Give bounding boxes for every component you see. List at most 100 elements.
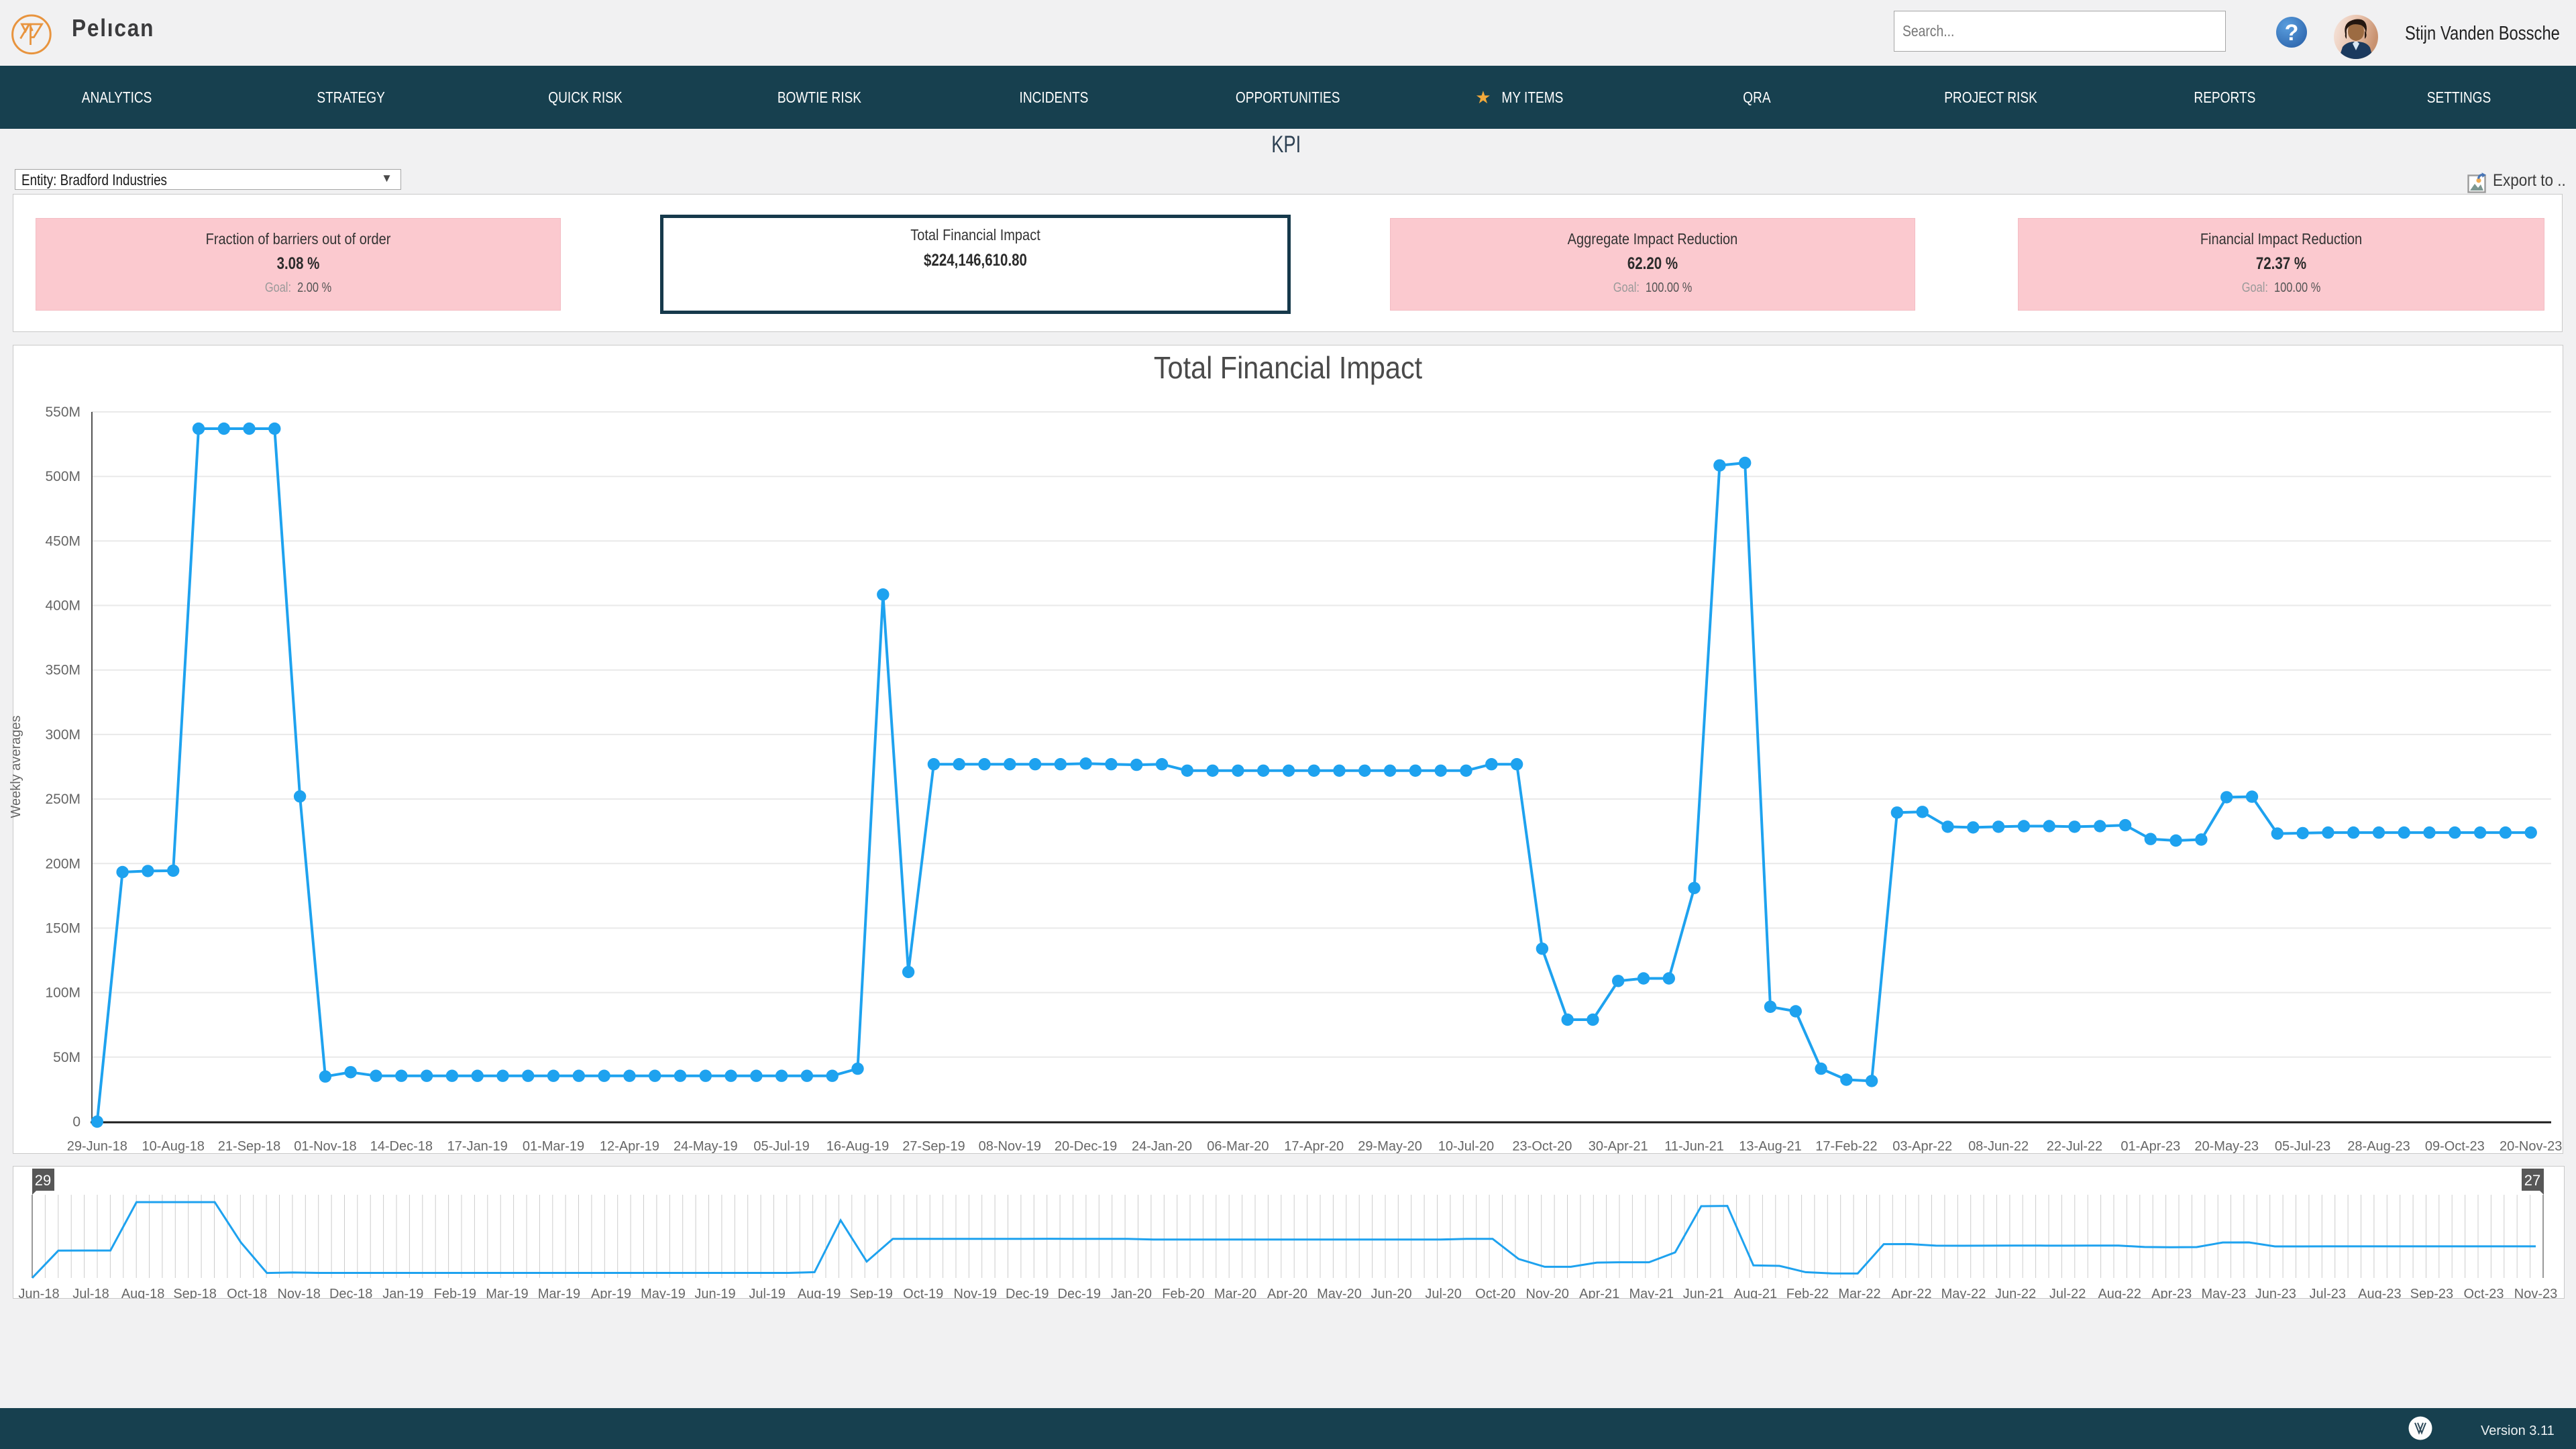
svg-text:27: 27 [2524, 1172, 2540, 1189]
svg-text:Mar-19: Mar-19 [486, 1287, 528, 1299]
svg-text:Dec-19: Dec-19 [1058, 1287, 1101, 1299]
svg-text:29-May-20: 29-May-20 [1358, 1139, 1422, 1154]
svg-text:Nov-23: Nov-23 [2514, 1287, 2557, 1299]
svg-text:Dec-19: Dec-19 [1006, 1287, 1049, 1299]
svg-text:Apr-19: Apr-19 [591, 1287, 631, 1299]
svg-text:01-Apr-23: 01-Apr-23 [2121, 1139, 2180, 1154]
svg-text:Nov-18: Nov-18 [277, 1287, 320, 1299]
svg-text:500M: 500M [45, 469, 80, 484]
svg-text:01-Nov-18: 01-Nov-18 [294, 1139, 356, 1154]
svg-text:24-Jan-20: 24-Jan-20 [1132, 1139, 1192, 1154]
svg-text:May-19: May-19 [641, 1287, 686, 1299]
svg-text:21-Sep-18: 21-Sep-18 [218, 1139, 280, 1154]
svg-text:01-Mar-19: 01-Mar-19 [523, 1139, 584, 1154]
svg-text:Aug-23: Aug-23 [2358, 1287, 2402, 1299]
svg-text:14-Dec-18: 14-Dec-18 [370, 1139, 433, 1154]
svg-text:Apr-20: Apr-20 [1267, 1287, 1307, 1299]
svg-text:Nov-19: Nov-19 [954, 1287, 997, 1299]
svg-text:Oct-19: Oct-19 [903, 1287, 943, 1299]
svg-text:30-Apr-21: 30-Apr-21 [1589, 1139, 1648, 1154]
svg-text:Mar-22: Mar-22 [1838, 1287, 1880, 1299]
svg-text:550M: 550M [45, 405, 80, 420]
svg-text:200M: 200M [45, 856, 80, 871]
svg-text:Apr-23: Apr-23 [2151, 1287, 2192, 1299]
svg-text:03-Apr-22: 03-Apr-22 [1892, 1139, 1952, 1154]
svg-text:May-23: May-23 [2201, 1287, 2246, 1299]
svg-text:Jul-23: Jul-23 [2310, 1287, 2346, 1299]
svg-text:Nov-20: Nov-20 [1525, 1287, 1568, 1299]
svg-text:450M: 450M [45, 533, 80, 549]
svg-text:Jul-22: Jul-22 [2049, 1287, 2086, 1299]
svg-text:Jun-18: Jun-18 [18, 1287, 59, 1299]
svg-text:17-Feb-22: 17-Feb-22 [1815, 1139, 1877, 1154]
svg-text:Oct-18: Oct-18 [227, 1287, 267, 1299]
svg-text:20-Dec-19: 20-Dec-19 [1055, 1139, 1117, 1154]
svg-text:350M: 350M [45, 663, 80, 678]
svg-text:150M: 150M [45, 921, 80, 936]
svg-text:Sep-23: Sep-23 [2410, 1287, 2454, 1299]
svg-text:12-Apr-19: 12-Apr-19 [600, 1139, 659, 1154]
svg-text:05-Jul-23: 05-Jul-23 [2275, 1139, 2330, 1154]
svg-text:29-Jun-18: 29-Jun-18 [67, 1139, 127, 1154]
svg-text:May-22: May-22 [1941, 1287, 1986, 1299]
svg-text:Jun-19: Jun-19 [694, 1287, 735, 1299]
svg-text:23-Oct-20: 23-Oct-20 [1512, 1139, 1572, 1154]
svg-text:0: 0 [72, 1114, 80, 1130]
svg-text:Oct-23: Oct-23 [2463, 1287, 2504, 1299]
svg-text:10-Jul-20: 10-Jul-20 [1438, 1139, 1494, 1154]
svg-text:29: 29 [35, 1172, 51, 1189]
svg-text:Feb-19: Feb-19 [434, 1287, 476, 1299]
svg-text:17-Jan-19: 17-Jan-19 [447, 1139, 508, 1154]
svg-text:09-Oct-23: 09-Oct-23 [2425, 1139, 2485, 1154]
svg-text:Jul-19: Jul-19 [749, 1287, 785, 1299]
svg-text:Jul-20: Jul-20 [1425, 1287, 1461, 1299]
svg-text:Pelıcan: Pelıcan [72, 15, 154, 42]
svg-text:Apr-21: Apr-21 [1579, 1287, 1619, 1299]
svg-text:Jul-18: Jul-18 [72, 1287, 109, 1299]
svg-text:?: ? [2285, 20, 2299, 46]
svg-text:Jun-20: Jun-20 [1371, 1287, 1412, 1299]
svg-text:Oct-20: Oct-20 [1475, 1287, 1515, 1299]
svg-text:Aug-22: Aug-22 [2098, 1287, 2141, 1299]
svg-text:Jan-20: Jan-20 [1111, 1287, 1152, 1299]
svg-text:17-Apr-20: 17-Apr-20 [1284, 1139, 1344, 1154]
svg-text:May-21: May-21 [1629, 1287, 1674, 1299]
svg-text:Jun-22: Jun-22 [1995, 1287, 2036, 1299]
svg-text:20-Nov-23: 20-Nov-23 [2500, 1139, 2562, 1154]
svg-text:Dec-18: Dec-18 [329, 1287, 372, 1299]
svg-text:300M: 300M [45, 727, 80, 743]
svg-text:Weekly averages: Weekly averages [9, 715, 23, 818]
svg-text:Aug-18: Aug-18 [121, 1287, 165, 1299]
svg-text:20-May-23: 20-May-23 [2194, 1139, 2259, 1154]
svg-text:24-May-19: 24-May-19 [674, 1139, 738, 1154]
svg-text:06-Mar-20: 06-Mar-20 [1207, 1139, 1269, 1154]
svg-text:Feb-20: Feb-20 [1162, 1287, 1204, 1299]
svg-text:Aug-19: Aug-19 [798, 1287, 841, 1299]
svg-text:Jan-19: Jan-19 [382, 1287, 423, 1299]
svg-text:10-Aug-18: 10-Aug-18 [142, 1139, 204, 1154]
svg-text:Jun-21: Jun-21 [1683, 1287, 1724, 1299]
svg-text:08-Jun-22: 08-Jun-22 [1968, 1139, 2029, 1154]
svg-text:Aug-21: Aug-21 [1734, 1287, 1778, 1299]
svg-text:250M: 250M [45, 792, 80, 807]
svg-text:Apr-22: Apr-22 [1891, 1287, 1931, 1299]
svg-text:100M: 100M [45, 985, 80, 1001]
svg-text:16-Aug-19: 16-Aug-19 [826, 1139, 889, 1154]
svg-text:11-Jun-21: 11-Jun-21 [1664, 1139, 1724, 1154]
svg-text:Feb-22: Feb-22 [1786, 1287, 1829, 1299]
svg-text:28-Aug-23: 28-Aug-23 [2347, 1139, 2410, 1154]
svg-text:400M: 400M [45, 598, 80, 614]
svg-text:Sep-18: Sep-18 [173, 1287, 217, 1299]
svg-text:22-Jul-22: 22-Jul-22 [2047, 1139, 2102, 1154]
svg-text:Sep-19: Sep-19 [849, 1287, 893, 1299]
svg-text:27-Sep-19: 27-Sep-19 [902, 1139, 965, 1154]
svg-text:13-Aug-21: 13-Aug-21 [1739, 1139, 1801, 1154]
svg-text:May-20: May-20 [1317, 1287, 1362, 1299]
svg-text:08-Nov-19: 08-Nov-19 [979, 1139, 1041, 1154]
svg-text:05-Jul-19: 05-Jul-19 [753, 1139, 809, 1154]
svg-text:50M: 50M [53, 1050, 80, 1065]
svg-text:Mar-20: Mar-20 [1214, 1287, 1256, 1299]
svg-text:Jun-23: Jun-23 [2255, 1287, 2296, 1299]
svg-text:Total Financial Impact: Total Financial Impact [1154, 351, 1422, 386]
svg-text:Mar-19: Mar-19 [538, 1287, 580, 1299]
